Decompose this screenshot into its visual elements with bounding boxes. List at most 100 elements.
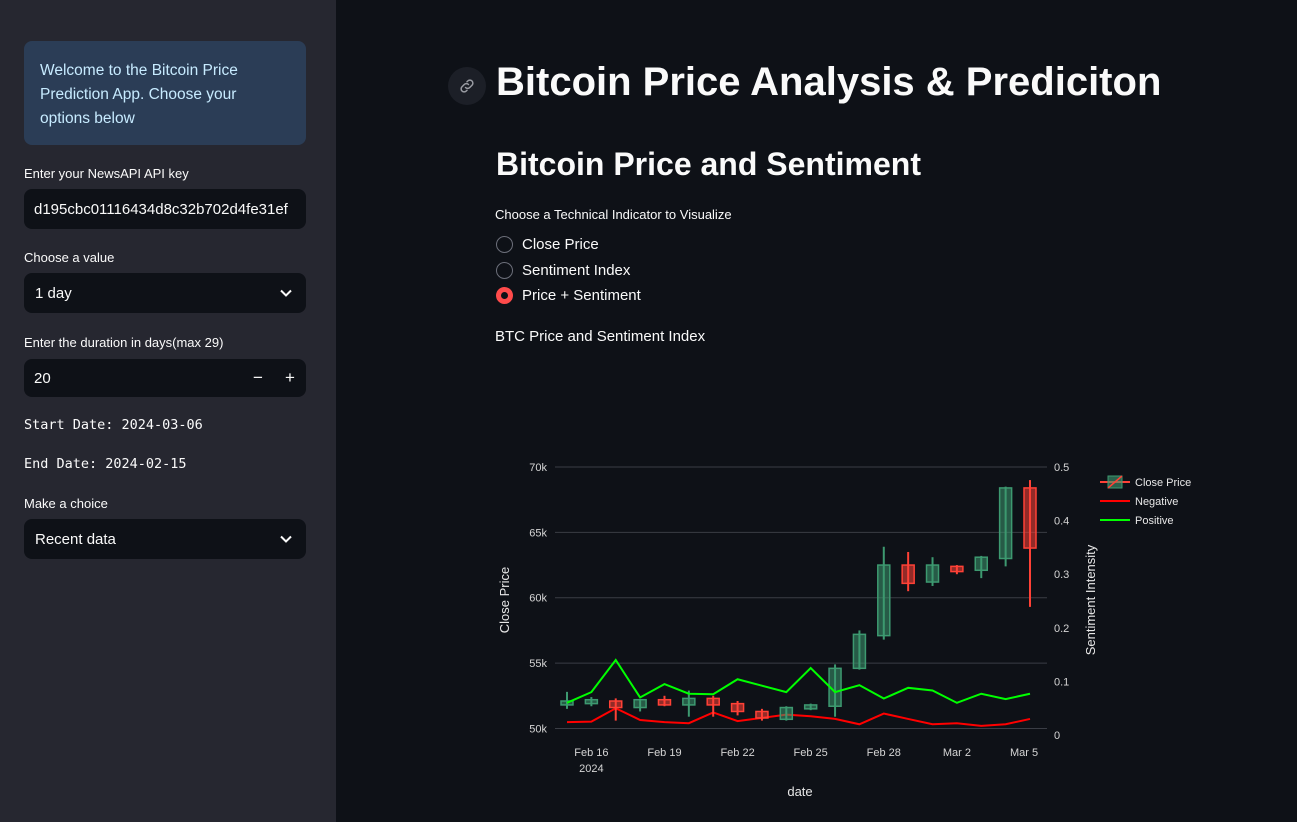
candle-body — [657, 698, 672, 706]
candles-layer — [560, 480, 1037, 721]
candle — [755, 708, 769, 721]
y2-axis-ticks: 0 0.1 0.2 0.3 0.4 0.5 — [1054, 462, 1069, 742]
radio-close-price[interactable]: Close Price — [496, 236, 599, 253]
y2-tick-label: 0.1 — [1054, 676, 1069, 688]
candle-body — [852, 633, 867, 670]
interval-label: Choose a value — [24, 250, 115, 265]
candle-body — [779, 706, 794, 721]
candle-body — [998, 487, 1013, 560]
api-key-field[interactable] — [24, 189, 306, 229]
y2-tick-label: 0 — [1054, 730, 1060, 742]
negative-line-layer — [566, 707, 1031, 727]
x-tick-label: Feb 22 — [720, 747, 754, 759]
decrement-button[interactable]: − — [253, 368, 263, 387]
candle — [852, 630, 867, 670]
legend-item-negative: Negative — [1100, 496, 1178, 508]
candle-body — [706, 697, 720, 706]
candle — [1023, 480, 1037, 607]
choice-label: Make a choice — [24, 496, 108, 511]
x-axis-title: date — [787, 784, 812, 799]
x-tick-label: 2024 — [579, 763, 603, 775]
y-tick-label: 60k — [529, 593, 547, 605]
chart-legend: Close Price Negative Positive — [1100, 475, 1191, 527]
legend-swatch-diag — [1107, 475, 1123, 489]
candle — [925, 557, 940, 586]
radio-circle — [496, 236, 513, 253]
y2-tick-label: 0.4 — [1054, 516, 1069, 528]
radio-circle-selected — [496, 287, 513, 304]
end-date-text: End Date: 2024-02-15 — [24, 456, 187, 472]
y-tick-label: 55k — [529, 658, 547, 670]
increment-button[interactable]: + — [285, 368, 295, 387]
candle — [584, 697, 599, 707]
candle-body — [877, 564, 891, 637]
radio-option-label: Close Price — [522, 236, 599, 253]
radio-option-label: Price + Sentiment — [522, 287, 641, 304]
y2-tick-label: 0.3 — [1054, 569, 1069, 581]
positive-line-layer — [566, 658, 1031, 704]
candle-body — [925, 564, 940, 583]
data-choice-select[interactable]: Recent data — [24, 519, 306, 559]
section-title: Bitcoin Price and Sentiment — [496, 146, 921, 182]
candle-body — [901, 564, 915, 585]
candle-body — [560, 700, 574, 706]
radio-price-sentiment[interactable]: Price + Sentiment — [496, 287, 641, 304]
radio-sentiment-index[interactable]: Sentiment Index — [496, 262, 630, 279]
choice-selected-value: Recent data — [35, 530, 116, 548]
candle — [730, 701, 745, 716]
legend-item-close-price: Close Price — [1100, 475, 1191, 489]
candle — [682, 690, 696, 717]
welcome-info-box: Welcome to the Bitcoin Price Prediction … — [24, 41, 306, 145]
sidebar: Welcome to the Bitcoin Price Prediction … — [0, 0, 336, 822]
candle — [901, 551, 915, 592]
x-tick-label: Feb 16 — [574, 747, 608, 759]
candle — [657, 695, 672, 707]
interval-select[interactable]: 1 day — [24, 273, 306, 313]
candle — [633, 698, 647, 712]
y-axis-ticks: 50k 55k 60k 65k 70k — [529, 462, 547, 735]
api-key-input[interactable] — [34, 200, 296, 218]
candle-body — [755, 710, 769, 719]
chart-caption: BTC Price and Sentiment Index — [495, 328, 706, 345]
candle-body — [730, 702, 745, 713]
candle-body — [1023, 487, 1037, 549]
legend-label: Positive — [1135, 515, 1174, 527]
x-tick-label: Mar 2 — [943, 747, 971, 759]
api-key-label: Enter your NewsAPI API key — [24, 166, 189, 181]
candle — [877, 546, 891, 640]
candle-body — [950, 565, 964, 573]
price-sentiment-chart: 50k 55k 60k 65k 70k 0 0.1 0.2 0.3 0.4 0.5 Feb 16 2… — [497, 462, 1191, 799]
start-date-text: Start Date: 2024-03-06 — [24, 417, 203, 433]
stepper-buttons: − + — [242, 359, 306, 397]
candle — [608, 698, 623, 721]
x-tick-label: Feb 28 — [867, 747, 901, 759]
positive-series-line — [566, 658, 1031, 704]
page-title: Bitcoin Price Analysis & Prediciton — [496, 60, 1162, 104]
y-axis-title: Close Price — [497, 567, 512, 633]
x-tick-label: Feb 19 — [647, 747, 681, 759]
y-tick-label: 70k — [529, 462, 547, 474]
candle-body — [974, 556, 989, 572]
candle-body — [682, 697, 696, 706]
candle-body — [633, 698, 647, 709]
x-tick-label: Mar 5 — [1010, 747, 1038, 759]
duration-input[interactable] — [34, 369, 154, 387]
anchor-link-icon[interactable] — [448, 67, 486, 105]
interval-selected-value: 1 day — [35, 284, 72, 302]
candle — [803, 703, 818, 711]
candle — [950, 565, 964, 575]
chevron-down-icon — [278, 285, 294, 301]
candle — [998, 486, 1013, 567]
chevron-down-icon — [278, 531, 294, 547]
candle-body — [803, 704, 818, 710]
candle — [706, 695, 720, 717]
y2-tick-label: 0.5 — [1054, 462, 1069, 474]
x-axis-ticks: Feb 16 2024 Feb 19 Feb 22 Feb 25 Feb 28 Mar 2 M… — [574, 747, 1038, 775]
y-tick-label: 65k — [529, 527, 547, 539]
candle-body — [608, 700, 623, 709]
indicator-radio-label: Choose a Technical Indicator to Visualiz… — [495, 207, 732, 222]
negative-series-line — [566, 707, 1031, 727]
duration-stepper[interactable]: − + — [24, 359, 306, 397]
candle — [779, 706, 794, 721]
y2-axis-title: Sentiment Intensity — [1083, 544, 1098, 655]
